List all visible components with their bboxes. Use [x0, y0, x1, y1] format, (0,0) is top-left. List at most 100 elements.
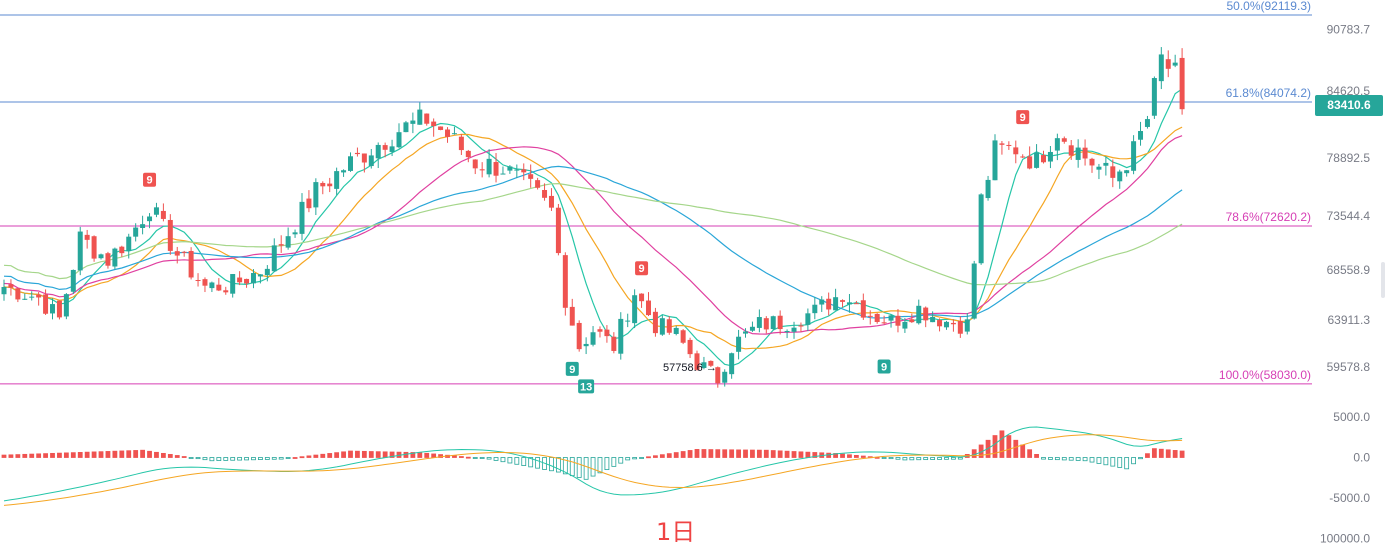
candle-body-70	[486, 158, 492, 175]
macd-bar-86	[597, 457, 603, 474]
candle-38	[264, 265, 270, 282]
macd-bar-53	[368, 451, 374, 458]
candle-137	[950, 319, 956, 332]
macd-bar-73	[507, 457, 513, 464]
macd-bar-7	[50, 452, 55, 458]
price-tick-4: 68558.9	[1327, 263, 1371, 277]
candle-body-143	[992, 140, 998, 181]
macd-bar-44	[306, 455, 312, 458]
scroll-handle[interactable]	[1381, 262, 1385, 298]
candle-25	[174, 246, 180, 264]
candle-body-90	[625, 320, 631, 322]
macd-bar-117	[812, 452, 818, 458]
candle-34	[237, 271, 243, 286]
candle-41	[285, 227, 291, 250]
candle-151	[1047, 145, 1053, 169]
candle-body-110	[763, 318, 769, 330]
candle-body-134	[930, 316, 936, 323]
candle-5	[36, 292, 42, 306]
macd-bar-54	[375, 451, 381, 458]
candle-158	[1096, 163, 1102, 180]
candle-body-49	[341, 170, 347, 173]
candle-body-68	[472, 159, 478, 169]
fib-label-1: 61.8%(84074.2)	[1226, 86, 1311, 100]
macd-bar-150	[1041, 457, 1046, 460]
candle-body-40	[278, 244, 284, 246]
candle-89	[618, 312, 624, 360]
macd-bar-45	[313, 454, 319, 458]
candle-97	[673, 325, 679, 336]
candle-body-135	[937, 320, 943, 327]
fib-label-2: 78.6%(72620.2)	[1226, 210, 1311, 224]
macd-bar-127	[881, 457, 887, 459]
macd-bar-152	[1054, 457, 1060, 461]
td-marker-3: 9	[565, 361, 579, 376]
macd-bar-17	[119, 450, 125, 458]
macd-tick-3: 100000.0	[1320, 531, 1370, 545]
candle-165	[1144, 115, 1150, 129]
td-marker-box-5	[877, 359, 891, 374]
td-marker-2: 9	[1016, 110, 1030, 125]
candle-body-50	[348, 156, 353, 171]
candle-106	[736, 329, 742, 360]
candle-body-58	[403, 122, 409, 133]
candle-144	[999, 141, 1005, 155]
candle-66	[458, 134, 464, 155]
price-tick-5: 63911.3	[1328, 313, 1371, 327]
low-price-marker: 57758.6 →	[663, 362, 717, 374]
candle-76	[528, 164, 534, 188]
macd-bar-164	[1138, 457, 1143, 460]
candle-80	[555, 203, 561, 256]
macd-bar-34	[237, 457, 243, 461]
candle-body-44	[306, 198, 312, 209]
td-marker-box-3	[565, 361, 579, 376]
macd-bar-48	[334, 452, 340, 458]
macd-bar-72	[500, 457, 506, 463]
price-tick-0: 90783.7	[1327, 22, 1371, 36]
candle-157	[1089, 157, 1095, 173]
macd-bar-91	[632, 457, 638, 460]
candle-122	[846, 294, 852, 313]
candle-body-93	[645, 300, 651, 316]
macd-bar-148	[1027, 449, 1033, 458]
candle-28	[195, 273, 201, 287]
macd-bar-169	[1172, 450, 1178, 458]
candle-body-137	[950, 322, 956, 325]
macd-bar-99	[687, 450, 693, 458]
price-axis[interactable]: 90783.7 84620.5 78892.5 73544.4 68558.9 63911…	[1320, 22, 1370, 545]
candle-104	[722, 369, 728, 387]
candle-81	[562, 252, 568, 316]
macd-bar-155	[1075, 457, 1081, 461]
candle-117	[812, 297, 818, 320]
macd-bar-121	[840, 453, 845, 458]
td-marker-text-0: 9	[146, 175, 152, 187]
macd-bar-143	[992, 435, 998, 458]
candle-136	[943, 320, 949, 330]
macd-bar-88	[611, 457, 617, 467]
macd-bar-105	[729, 449, 735, 458]
macd-bar-80	[556, 457, 561, 473]
candle-body-139	[964, 319, 970, 332]
candle-32	[223, 286, 229, 295]
macd-bar-62	[431, 453, 437, 458]
price-tick-1: 84620.5	[1327, 84, 1371, 98]
macd-bar-30	[209, 457, 215, 462]
candle-body-127	[881, 322, 887, 324]
candle-64	[445, 127, 451, 143]
macd-line	[3, 426, 1183, 502]
candle-body-19	[133, 227, 139, 237]
candle-body-161	[1117, 171, 1123, 182]
moving-averages	[3, 88, 1183, 367]
macd-bar-59	[410, 452, 416, 458]
macd-bar-163	[1131, 457, 1136, 465]
candle-74	[514, 164, 520, 179]
candle-body-120	[833, 297, 839, 311]
macd-bar-10	[70, 452, 76, 458]
macd-bar-46	[320, 453, 326, 458]
candle-17	[119, 245, 125, 257]
macd-bar-50	[348, 450, 353, 458]
candle-95	[659, 315, 665, 336]
candle-body-102	[708, 360, 714, 366]
candle-body-114	[791, 327, 797, 332]
